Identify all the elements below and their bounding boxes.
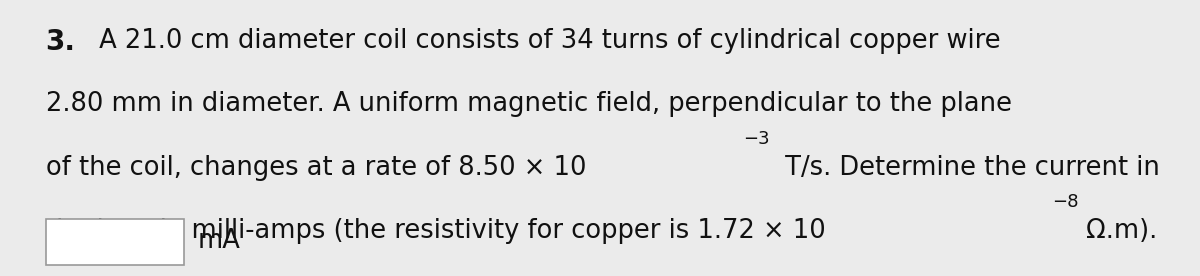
FancyBboxPatch shape — [46, 219, 184, 265]
Text: Ω.m).: Ω.m). — [1086, 218, 1157, 244]
Text: the loop in milli-amps (the resistivity for copper is 1.72 × 10: the loop in milli-amps (the resistivity … — [46, 218, 826, 244]
Text: 3.: 3. — [46, 28, 76, 55]
Text: −8: −8 — [1051, 193, 1079, 211]
Text: of the coil, changes at a rate of 8.50 × 10: of the coil, changes at a rate of 8.50 ×… — [46, 155, 586, 181]
Text: mA: mA — [198, 229, 241, 254]
Text: A 21.0 cm diameter coil consists of 34 turns of cylindrical copper wire: A 21.0 cm diameter coil consists of 34 t… — [91, 28, 1001, 54]
Text: T/s. Determine the current in: T/s. Determine the current in — [778, 155, 1160, 181]
Text: −3: −3 — [743, 130, 769, 148]
Text: −3: −3 — [743, 130, 769, 148]
Text: 2.80 mm in diameter. A uniform magnetic field, perpendicular to the plane: 2.80 mm in diameter. A uniform magnetic … — [46, 91, 1012, 117]
Text: −8: −8 — [1051, 193, 1079, 211]
